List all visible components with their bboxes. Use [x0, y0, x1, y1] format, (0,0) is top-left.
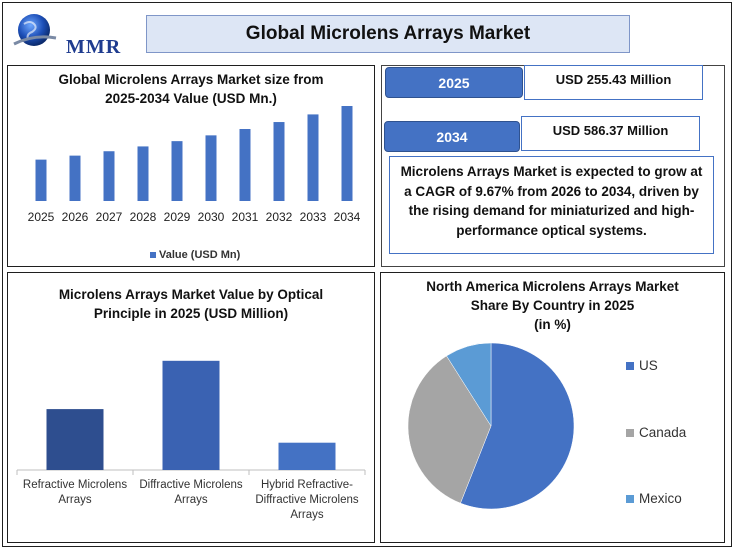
bar-2034: [341, 106, 353, 201]
x-tick-label: Arrays: [290, 509, 323, 521]
stat-value-2034: USD 586.37 Million: [521, 116, 700, 151]
globe-icon: [13, 14, 57, 46]
market-size-chart-panel: Global Microlens Arrays Market size from…: [7, 65, 375, 267]
legend-label: Canada: [639, 425, 687, 440]
optical-principle-chart-panel: Microlens Arrays Market Value by Optical…: [7, 272, 375, 543]
x-tick-label: 2032: [266, 210, 293, 224]
legend-label: US: [639, 358, 658, 373]
x-tick-label: 2033: [300, 210, 327, 224]
bar-2029: [171, 141, 183, 201]
x-tick-label: Arrays: [174, 494, 207, 506]
chart-title-line: Principle in 2025 (USD Million): [93, 306, 289, 321]
pie-slice-us: [460, 342, 575, 510]
optical-principle-bar-chart: Refractive Microlens Arrays Diffractive Mi…: [16, 360, 366, 521]
country-share-pie-chart: US Canada Mexico: [407, 342, 687, 510]
chart-title: Global Microlens Arrays Market size from…: [8, 70, 374, 108]
x-tick-label: Hybrid Refractive-: [261, 479, 353, 491]
market-size-bar-chart: 2025 2026 2027 2028 2029 2030 2031 2032 2033 2034…: [28, 106, 361, 261]
legend-swatch: [626, 495, 634, 503]
legend-label: Mexico: [639, 491, 682, 506]
bar-2031: [239, 129, 251, 201]
x-tick-label: 2031: [232, 210, 259, 224]
bar-2028: [137, 146, 149, 201]
chart-title-line: Microlens Arrays Market Value by Optical: [58, 287, 324, 302]
legend-label: Value (USD Mn): [159, 249, 241, 261]
chart-title: Microlens Arrays Market Value by Optical…: [8, 285, 374, 323]
pie-slice-mexico: [446, 342, 492, 427]
x-tick-label: 2026: [62, 210, 89, 224]
chart-title-line: 2025-2034 Value (USD Mn.): [105, 91, 277, 106]
chart-title: North America Microlens Arrays Market Sh…: [381, 277, 724, 334]
x-tick-label: 2029: [164, 210, 191, 224]
legend-swatch: [626, 429, 634, 437]
x-tick-label: Diffractive Microlens: [255, 494, 359, 506]
bar-2027: [103, 151, 115, 201]
market-summary: Microlens Arrays Market is expected to g…: [389, 156, 714, 254]
x-tick-label: 2027: [96, 210, 123, 224]
bar-2026: [69, 155, 81, 201]
stat-value-2025: USD 255.43 Million: [524, 65, 703, 100]
legend-swatch: [150, 252, 156, 258]
page-title: Global Microlens Arrays Market: [146, 15, 630, 53]
legend-swatch: [626, 362, 634, 370]
bar-optical-principle: [46, 409, 104, 470]
bar-optical-principle: [162, 360, 220, 470]
brand-name: MMR: [66, 36, 122, 58]
x-tick-label: 2034: [334, 210, 361, 224]
chart-title-line: Global Microlens Arrays Market size from: [58, 72, 324, 87]
bar-2030: [205, 135, 217, 201]
x-tick-label: 2028: [130, 210, 157, 224]
pie-slice-canada: [407, 355, 492, 504]
chart-title-line: (in %): [534, 317, 571, 332]
stat-year-2034: 2034: [384, 121, 520, 152]
x-tick-label: 2030: [198, 210, 225, 224]
bar-optical-principle: [278, 442, 336, 470]
chart-title-line: Share By Country in 2025: [470, 298, 635, 313]
bar-2025: [35, 159, 47, 201]
country-share-chart-panel: North America Microlens Arrays Market Sh…: [380, 272, 725, 543]
chart-title-line: North America Microlens Arrays Market: [426, 279, 679, 294]
x-tick-label: Refractive Microlens: [23, 479, 127, 491]
bar-2032: [273, 122, 285, 201]
x-tick-label: Diffractive Microlens: [139, 479, 243, 491]
x-tick-label: 2025: [28, 210, 55, 224]
x-tick-label: Arrays: [58, 494, 91, 506]
stat-year-2025: 2025: [385, 67, 523, 98]
bar-2033: [307, 114, 319, 201]
brand-logo: MMR: [10, 10, 120, 58]
